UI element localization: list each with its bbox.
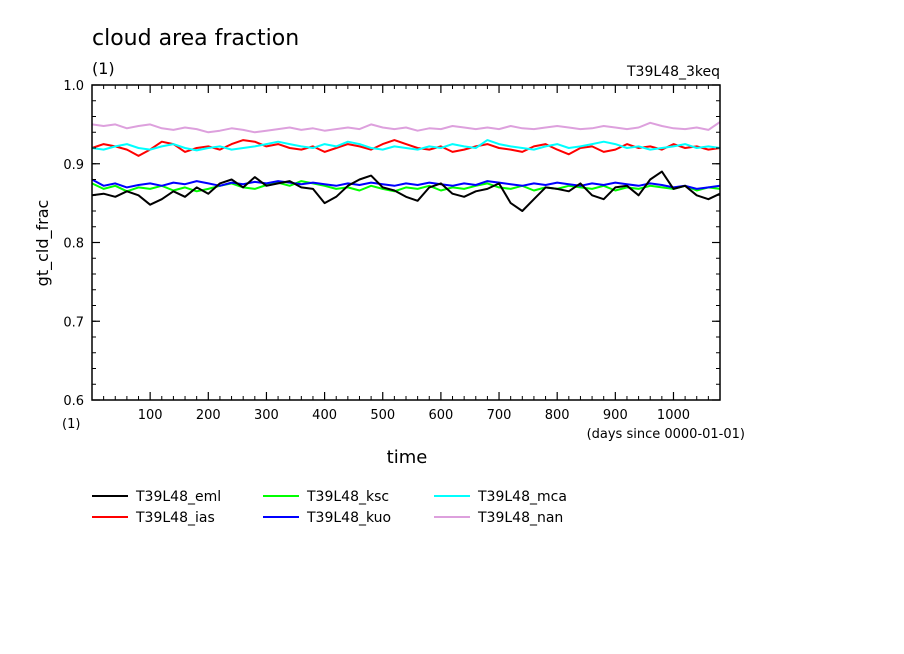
legend-label: T39L48_kuo: [306, 510, 391, 526]
x-tick-label: 500: [370, 408, 395, 423]
y-tick-label: 1.0: [63, 79, 84, 94]
legend-label: T39L48_ias: [135, 510, 215, 526]
x-tick-label: 600: [428, 408, 453, 423]
x-tick-label: 300: [254, 408, 279, 423]
legend: T39L48_eml T39L48_ias T39L48_ksc T39L48_kuo…: [92, 489, 567, 526]
y-tick-label: 0.9: [63, 158, 84, 173]
y-axis-label: gt_cld_frac: [33, 200, 53, 287]
series-line-T39L48_eml: [91, 170, 721, 212]
legend-label: T39L48_nan: [477, 510, 563, 526]
chart-subtitle-right: T39L48_3keq: [626, 64, 720, 80]
series-line-T39L48_nan: [91, 121, 721, 134]
plot-frame: [91, 84, 721, 401]
x-tick-label: 1000: [657, 408, 690, 423]
x-tick-label: 700: [487, 408, 512, 423]
y-tick-label: 0.6: [63, 394, 84, 409]
series-line-T39L48_mca: [91, 139, 721, 152]
chart-title-unit: (1): [92, 59, 115, 78]
series-line-T39L48_kuo: [91, 178, 721, 190]
x-tick-label: 900: [603, 408, 628, 423]
plot-lines: [91, 121, 721, 212]
y-axis-unit: (1): [62, 417, 80, 432]
x-tick-label: 100: [138, 408, 163, 423]
x-axis-unit-note: (days since 0000-01-01): [587, 427, 745, 442]
series-line-T39L48_ksc: [91, 180, 721, 193]
legend-label: T39L48_mca: [477, 489, 567, 505]
chart-title: cloud area fraction: [92, 26, 299, 51]
x-tick-label: 800: [545, 408, 570, 423]
axes: 0.6 0.7 0.8 0.9 1.0 100 200 300 400 500 600 700 800 9…: [63, 79, 721, 423]
x-axis-label: time: [387, 447, 428, 468]
y-tick-label: 0.8: [63, 237, 84, 252]
series-line-T39L48_ias: [91, 139, 721, 157]
x-tick-label: 200: [196, 408, 221, 423]
y-tick-label: 0.7: [63, 315, 84, 330]
x-tick-label: 400: [312, 408, 337, 423]
legend-label: T39L48_eml: [135, 489, 221, 505]
legend-label: T39L48_ksc: [306, 489, 389, 505]
